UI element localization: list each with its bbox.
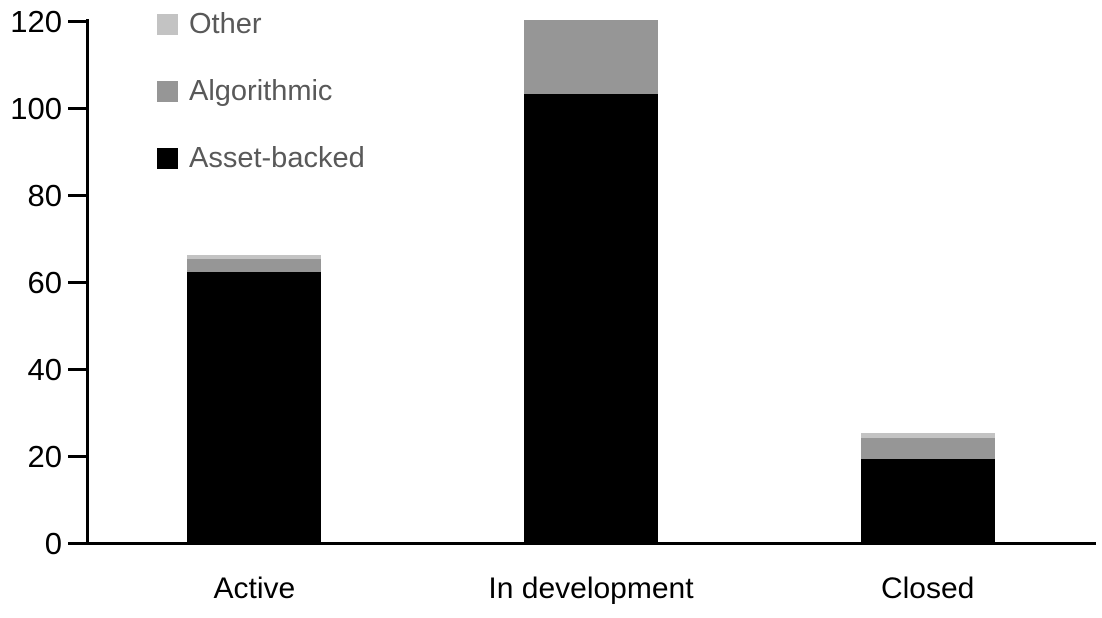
bar-active-asset-backed	[187, 272, 322, 542]
x-label-in-development: In development	[488, 572, 694, 605]
y-tick-label: 80	[27, 178, 62, 213]
legend: Other Algorithmic Asset-backed	[157, 9, 365, 214]
y-tick-mark	[68, 107, 86, 110]
y-axis-line	[86, 19, 89, 545]
bar-active-algorithmic	[187, 259, 322, 273]
legend-label: Other	[189, 7, 262, 40]
bar-active-other	[187, 254, 322, 260]
legend-label: Algorithmic	[189, 74, 333, 107]
y-tick-label: 100	[10, 91, 62, 126]
x-label-closed: Closed	[880, 572, 975, 605]
y-tick-label: 120	[10, 4, 62, 39]
y-tick-mark	[68, 194, 86, 197]
bar-in-development-asset-backed	[524, 93, 658, 542]
bar-closed-asset-backed	[860, 459, 995, 542]
legend-item-asset-backed: Asset-backed	[157, 143, 365, 172]
y-tick-mark	[68, 368, 86, 371]
y-tick-label: 40	[27, 352, 62, 387]
x-axis-line	[86, 542, 1096, 545]
y-tick-label: 20	[27, 439, 62, 474]
legend-swatch-icon	[157, 80, 178, 102]
legend-swatch-icon	[157, 13, 178, 35]
legend-label: Asset-backed	[189, 141, 365, 174]
bar-in-development-algorithmic	[524, 20, 658, 94]
y-tick-mark	[68, 20, 86, 23]
y-tick-label: 0	[44, 526, 62, 561]
y-tick-mark	[68, 455, 86, 458]
y-tick-label: 60	[27, 265, 62, 300]
x-label-active: Active	[213, 572, 296, 605]
y-tick-mark	[68, 281, 86, 284]
legend-swatch-icon	[157, 147, 178, 169]
legend-item-other: Other	[157, 9, 365, 38]
y-tick-mark	[68, 542, 86, 545]
bar-closed-algorithmic	[860, 437, 995, 460]
bar-closed-other	[860, 433, 995, 438]
legend-item-algorithmic: Algorithmic	[157, 76, 365, 105]
